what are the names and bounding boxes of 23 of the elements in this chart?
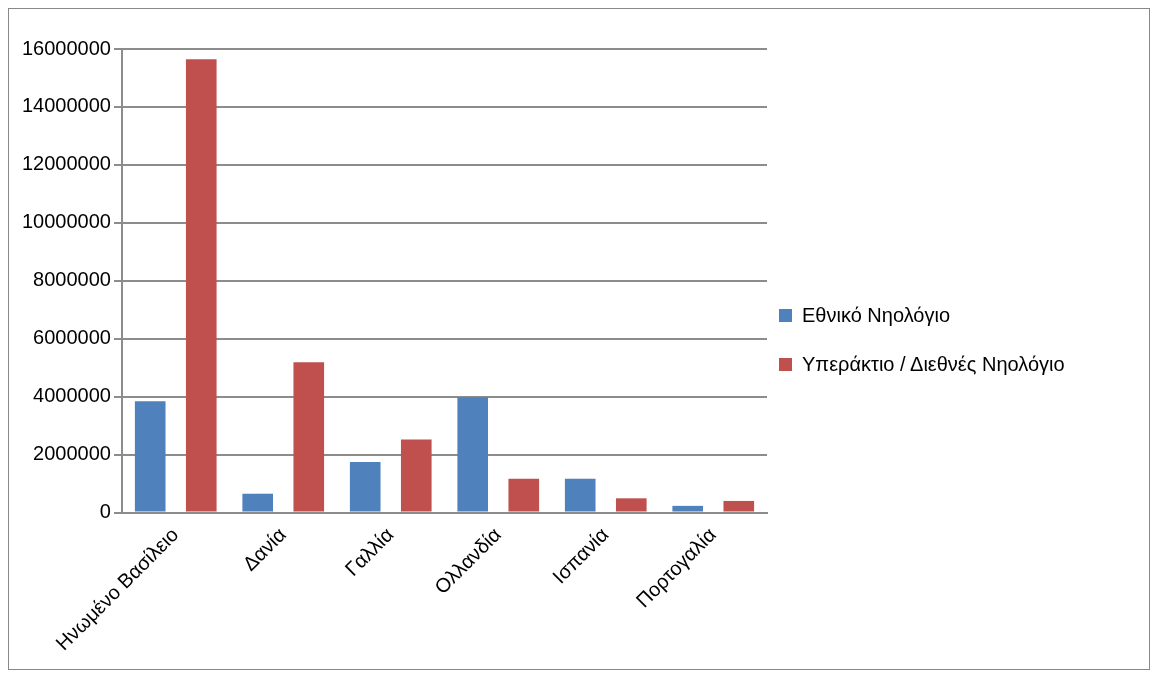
y-tick-label: 4000000 [33,384,111,407]
legend-label: Εθνικό Νηολόγιο [802,304,951,327]
bar [564,478,596,512]
bar [242,493,274,512]
y-tick-label: 14000000 [22,94,111,117]
y-tick-label: 16000000 [22,36,111,59]
bar [457,397,489,512]
bar [615,498,647,512]
bar [723,500,755,512]
y-tick-label: 10000000 [22,210,111,233]
bar [672,505,704,512]
bar [349,462,381,512]
bar [508,478,540,512]
bar [185,59,217,512]
bar [134,401,166,512]
y-tick-label: 12000000 [22,152,111,175]
y-tick-label: 2000000 [33,442,111,465]
y-tick-label: 0 [99,500,111,523]
bar [293,362,325,512]
legend-label: Υπεράκτιο / Διεθνές Νηολόγιο [802,353,1065,376]
bar [400,439,432,512]
y-tick-label: 8000000 [33,268,111,291]
y-tick-label: 6000000 [33,326,111,349]
